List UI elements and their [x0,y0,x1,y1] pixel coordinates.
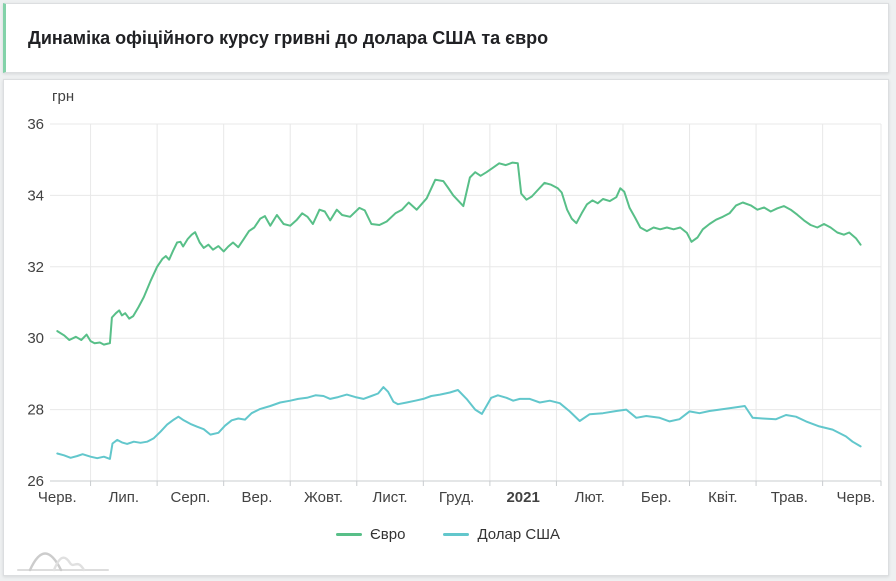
svg-text:Серп.: Серп. [170,489,210,506]
svg-text:34: 34 [27,187,44,204]
legend-label-euro: Євро [370,525,406,543]
axes [50,480,882,486]
svg-text:36: 36 [27,116,44,133]
gridlines [50,123,882,482]
svg-text:Трав.: Трав. [771,489,808,506]
series-line-euro [56,161,862,346]
svg-text:Вер.: Вер. [242,489,273,506]
y-axis-unit-label: грн [52,88,75,105]
svg-text:Бер.: Бер. [641,489,672,506]
waves-logo [16,545,112,575]
svg-text:Лют.: Лют. [575,489,605,506]
title-card: Динаміка офіційного курсу гривні до дола… [3,3,889,73]
euro-line-swatch [336,532,363,536]
legend-item-usd[interactable]: Долар США [443,526,560,543]
legend-item-euro[interactable]: Євро [336,526,405,543]
svg-text:2021: 2021 [506,489,539,506]
legend: Євро Долар США [0,520,896,548]
svg-text:Лист.: Лист. [372,489,407,506]
svg-text:32: 32 [27,259,44,276]
svg-text:Жовт.: Жовт. [304,489,343,506]
svg-text:28: 28 [27,402,44,419]
usd-line-swatch [443,532,470,536]
chart-card [3,79,889,576]
series-lines [56,161,862,460]
svg-text:26: 26 [27,473,44,490]
legend-label-usd: Долар США [477,525,560,543]
series-line-usd [56,386,862,460]
svg-text:Лип.: Лип. [109,489,140,506]
svg-text:30: 30 [27,330,44,347]
svg-text:Груд.: Груд. [439,489,474,506]
svg-text:Черв.: Черв. [836,489,875,506]
svg-text:Черв.: Черв. [38,489,77,506]
chart-title: Динаміка офіційного курсу гривні до дола… [28,28,549,48]
svg-text:Квіт.: Квіт. [708,489,737,506]
